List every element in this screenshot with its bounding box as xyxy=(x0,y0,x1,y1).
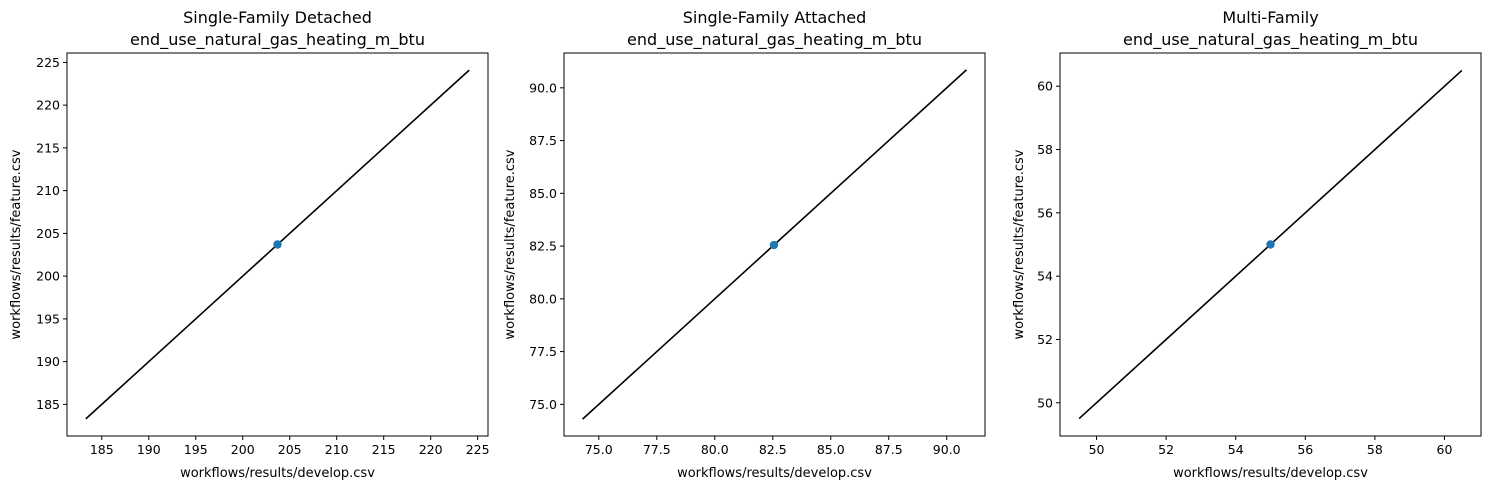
x-tick-label: 220 xyxy=(419,442,443,457)
x-axis-label: workflows/results/develop.csv xyxy=(677,466,872,481)
y-tick-label: 77.5 xyxy=(529,344,557,359)
x-tick-label: 185 xyxy=(90,442,114,457)
y-tick-label: 52 xyxy=(1037,332,1053,347)
y-tick-label: 90.0 xyxy=(529,80,557,95)
x-tick-label: 75.0 xyxy=(585,442,613,457)
chart-title: Single-Family Detached xyxy=(183,8,372,27)
y-tick-label: 210 xyxy=(36,183,60,198)
y-tick-label: 60 xyxy=(1037,79,1053,94)
y-tick-label: 54 xyxy=(1037,269,1053,284)
x-tick-label: 225 xyxy=(466,442,490,457)
x-tick-label: 195 xyxy=(184,442,208,457)
x-tick-label: 77.5 xyxy=(643,442,671,457)
chart-panel-2: Single-Family Attached end_use_natural_ga… xyxy=(503,8,986,481)
x-tick-label: 54 xyxy=(1228,442,1244,457)
x-tick-label: 87.5 xyxy=(875,442,903,457)
data-point xyxy=(769,240,779,250)
chart-subtitle: end_use_natural_gas_heating_m_btu xyxy=(1123,30,1418,50)
y-tick-label: 56 xyxy=(1037,205,1053,220)
x-tick-label: 190 xyxy=(137,442,161,457)
y-tick-label: 195 xyxy=(36,311,60,326)
y-axis-label: workflows/results/feature.csv xyxy=(1012,149,1027,339)
y-tick-label: 80.0 xyxy=(529,291,557,306)
x-tick-label: 52 xyxy=(1158,442,1174,457)
x-tick-label: 82.5 xyxy=(759,442,787,457)
y-tick-label: 87.5 xyxy=(529,133,557,148)
y-tick-label: 50 xyxy=(1037,395,1053,410)
y-tick-label: 220 xyxy=(36,98,60,113)
y-axis-label: workflows/results/feature.csv xyxy=(503,149,518,339)
x-tick-label: 200 xyxy=(231,442,255,457)
x-tick-label: 58 xyxy=(1367,442,1383,457)
y-tick-label: 82.5 xyxy=(529,239,557,254)
y-tick-label: 215 xyxy=(36,140,60,155)
x-axis-label: workflows/results/develop.csv xyxy=(1173,466,1368,481)
chart-title: Single-Family Attached xyxy=(683,8,866,27)
axes-frame xyxy=(1059,52,1482,437)
x-tick-label: 215 xyxy=(372,442,396,457)
x-tick-label: 205 xyxy=(278,442,302,457)
x-tick-label: 85.0 xyxy=(817,442,845,457)
chart-panel-1: Single-Family Detached end_use_natural_ga… xyxy=(9,8,490,481)
x-tick-label: 56 xyxy=(1297,442,1313,457)
y-tick-label: 85.0 xyxy=(529,186,557,201)
y-tick-label: 200 xyxy=(36,269,60,284)
chart-subtitle: end_use_natural_gas_heating_m_btu xyxy=(130,30,425,50)
data-point xyxy=(273,240,282,249)
y-tick-label: 58 xyxy=(1037,142,1053,157)
x-tick-label: 210 xyxy=(325,442,349,457)
axes-frame xyxy=(66,52,489,437)
chart-panel-3: Multi-Family end_use_natural_gas_heating_… xyxy=(1012,8,1482,481)
y-tick-label: 225 xyxy=(36,55,60,70)
chart-subtitle: end_use_natural_gas_heating_m_btu xyxy=(627,30,922,50)
axes-frame xyxy=(563,52,986,437)
y-axis-label: workflows/results/feature.csv xyxy=(9,149,24,339)
x-tick-label: 90.0 xyxy=(933,442,961,457)
x-tick-label: 60 xyxy=(1437,442,1453,457)
x-tick-label: 50 xyxy=(1089,442,1105,457)
y-tick-label: 205 xyxy=(36,226,60,241)
chart-title: Multi-Family xyxy=(1222,8,1318,27)
y-tick-label: 75.0 xyxy=(529,397,557,412)
y-tick-label: 185 xyxy=(36,397,60,412)
y-tick-label: 190 xyxy=(36,354,60,369)
x-tick-label: 80.0 xyxy=(701,442,729,457)
x-axis-label: workflows/results/develop.csv xyxy=(180,466,375,481)
data-point xyxy=(1266,240,1275,249)
